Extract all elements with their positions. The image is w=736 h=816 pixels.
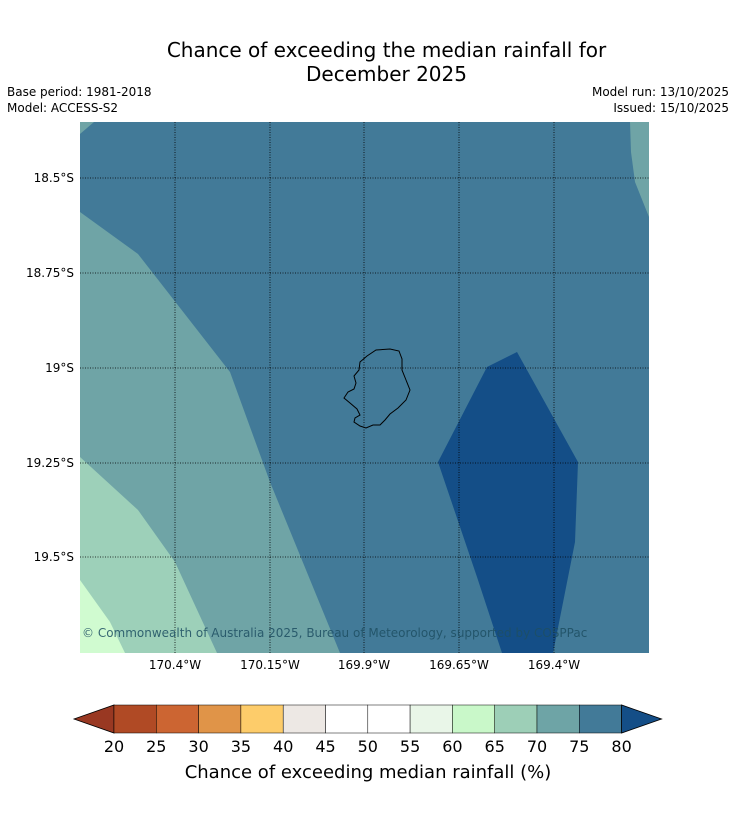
model-run-text: Model run: 13/10/2025 — [591, 85, 729, 99]
colorbar-tick-label: 70 — [526, 737, 548, 756]
colorbar-tick-label: 40 — [273, 737, 294, 756]
band-55-60 — [80, 580, 125, 653]
colorbar-segment — [536, 704, 580, 734]
title-line-2: December 2025 — [306, 62, 467, 86]
chart-title: Chance of exceeding the median rainfall … — [0, 38, 736, 86]
colorbar-segment — [579, 704, 622, 734]
colorbar-tick-label: 30 — [188, 737, 209, 756]
band-70-75-topright — [630, 122, 649, 217]
base-period-text: Base period: 1981-2018 — [7, 85, 152, 99]
band-over-80 — [438, 352, 578, 653]
model-text: Model: ACCESS-S2 — [7, 101, 119, 115]
lon-label-2: 169.9°W — [337, 658, 391, 672]
meta-right: Model run: 13/10/2025 Issued: 15/10/2025 — [592, 84, 729, 116]
colorbar-tick-label: 60 — [442, 737, 463, 756]
colorbar-tick-label: 80 — [611, 737, 632, 756]
lat-label-2: 19°S — [45, 361, 74, 375]
lon-label-3: 169.65°W — [429, 658, 489, 672]
lat-label-3: 19.25°S — [26, 456, 74, 470]
copyright-text: © Commonwealth of Australia 2025, Bureau… — [82, 626, 588, 640]
rainfall-map — [80, 122, 649, 653]
colorbar-segment — [325, 704, 369, 734]
lon-label-1: 170.15°W — [240, 658, 300, 672]
colorbar — [72, 704, 663, 734]
colorbar-segment — [240, 704, 284, 734]
lat-label-4: 19.5°S — [33, 550, 74, 564]
colorbar-tick-label: 35 — [230, 737, 252, 756]
colorbar-segment — [198, 704, 242, 734]
colorbar-tick-label: 50 — [357, 737, 378, 756]
colorbar-segment — [452, 704, 495, 734]
lat-label-0: 18.5°S — [33, 171, 74, 185]
niue-island-outline — [343, 348, 411, 429]
issued-text: Issued: 15/10/2025 — [613, 101, 729, 115]
lon-label-0: 170.4°W — [148, 658, 202, 672]
title-line-1: Chance of exceeding the median rainfall … — [166, 38, 607, 62]
colorbar-segment — [367, 704, 411, 734]
colorbar-segment — [282, 704, 326, 734]
colorbar-tick-label: 55 — [399, 737, 421, 756]
colorbar-tick-label: 75 — [569, 737, 590, 756]
colorbar-segment — [409, 704, 453, 734]
colorbar-tick-label: 20 — [103, 737, 125, 756]
lon-label-4: 169.4°W — [527, 658, 581, 672]
band-70-75-topleft — [80, 122, 94, 134]
grid-lines — [80, 122, 649, 653]
lat-label-1: 18.75°S — [26, 266, 74, 280]
colorbar-over-triangle — [621, 704, 663, 734]
colorbar-tick-label: 45 — [315, 737, 336, 756]
colorbar-segment — [156, 704, 199, 734]
colorbar-under-triangle — [72, 704, 115, 734]
meta-left: Base period: 1981-2018 Model: ACCESS-S2 — [7, 84, 152, 116]
colorbar-segment — [113, 704, 157, 734]
colorbar-tick-label: 65 — [484, 737, 505, 756]
band-65-70 — [80, 457, 217, 653]
colorbar-segment — [494, 704, 538, 734]
colorbar-tick-label: 25 — [146, 737, 167, 756]
colorbar-label: Chance of exceeding median rainfall (%) — [184, 762, 552, 783]
